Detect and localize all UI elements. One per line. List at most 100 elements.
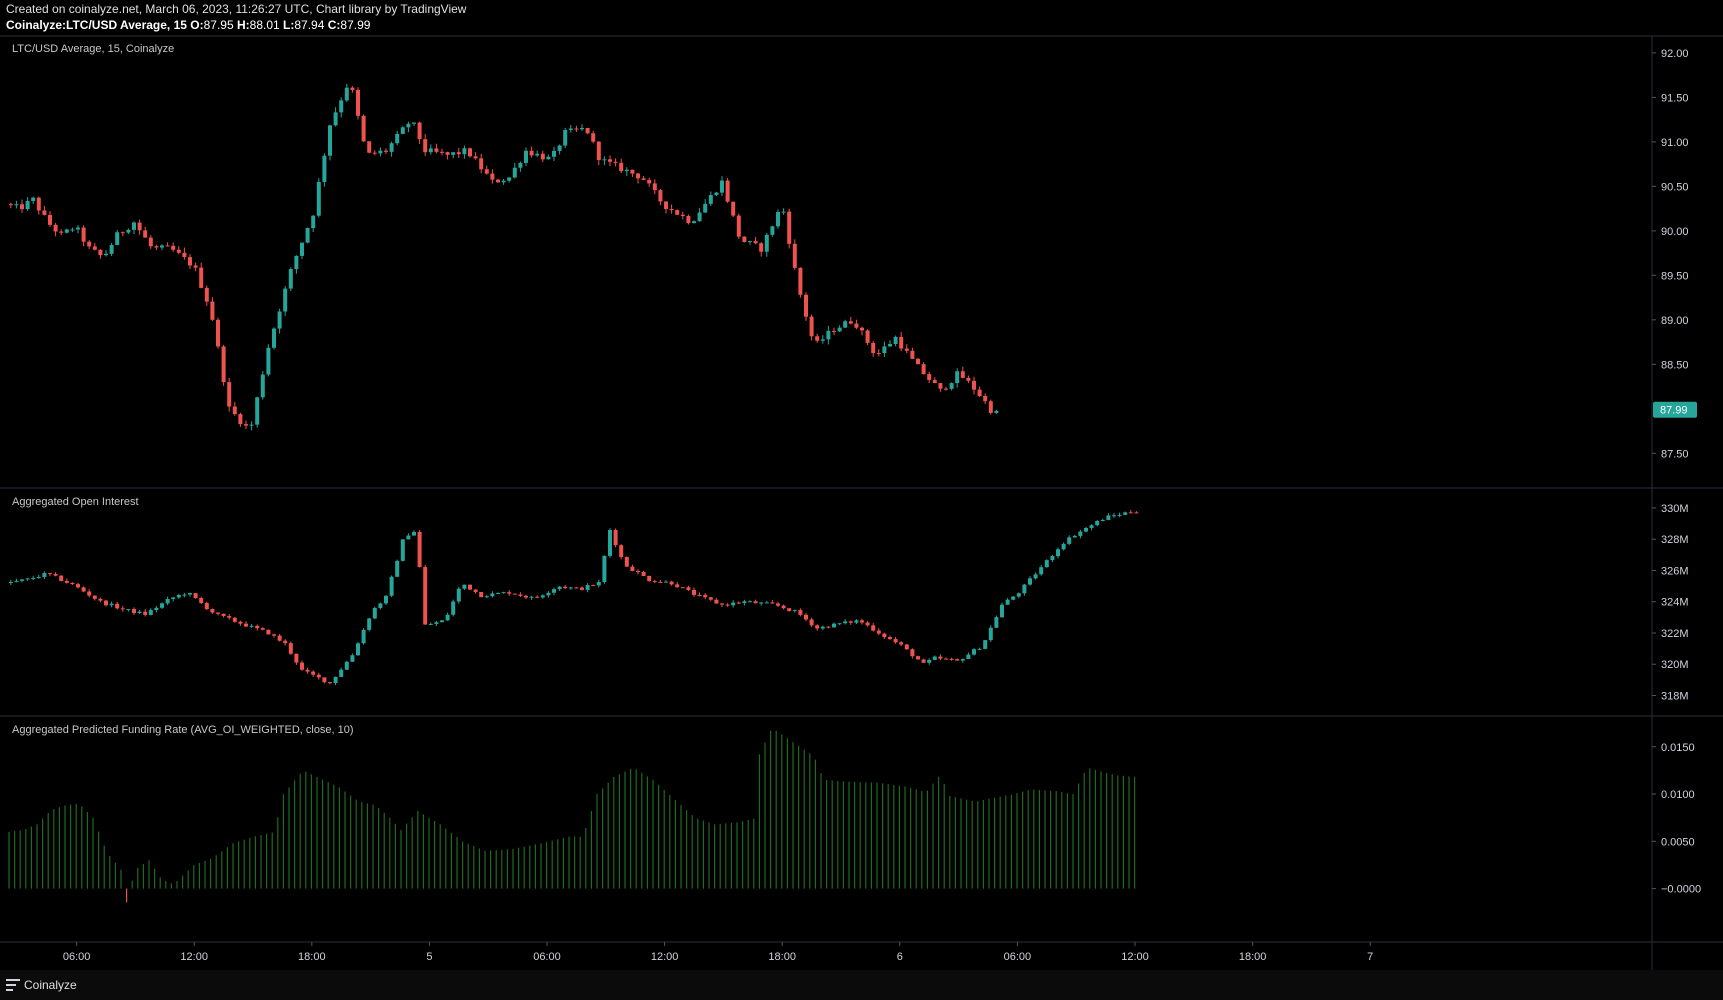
candle-body	[882, 633, 887, 638]
candle-body	[395, 560, 400, 577]
candle-body	[731, 602, 736, 606]
candle-body	[64, 580, 69, 583]
y-tick-label: 320M	[1661, 659, 1689, 671]
candle-body	[249, 625, 254, 627]
candle-body	[977, 648, 982, 650]
candle-body	[804, 294, 808, 317]
candle-body	[1095, 521, 1100, 526]
candle-body	[518, 162, 523, 168]
candle-body	[736, 602, 741, 604]
candle-body	[87, 241, 92, 247]
candle-body	[361, 115, 366, 142]
candle-body	[109, 603, 114, 606]
candle-body	[333, 112, 338, 126]
candle-body	[132, 222, 136, 230]
candle-body	[602, 159, 607, 161]
candle-body	[748, 241, 752, 243]
candle-body	[552, 589, 556, 593]
candle-body	[356, 643, 360, 656]
candle-body	[843, 321, 848, 328]
candle-body	[904, 644, 909, 650]
open-label: O:	[190, 18, 204, 32]
candle-body	[154, 607, 159, 611]
candle-body	[658, 581, 663, 583]
candle-body	[524, 595, 528, 598]
candle-body	[406, 123, 411, 128]
candle-body	[983, 396, 988, 402]
candle-body	[176, 595, 181, 598]
candle-body	[921, 364, 926, 375]
candle-body	[1056, 549, 1060, 557]
candle-body	[893, 639, 898, 643]
candle-body	[641, 178, 646, 180]
candle-body	[277, 635, 282, 641]
candle-body	[563, 129, 568, 146]
candle-body	[120, 232, 125, 234]
candle-body	[81, 587, 86, 592]
candle-body	[456, 588, 461, 602]
candle-body	[507, 592, 512, 594]
candle-body	[708, 597, 713, 600]
candle-body	[316, 674, 321, 678]
candle-body	[412, 531, 416, 536]
candle-body	[501, 592, 506, 594]
candle-body	[552, 150, 556, 157]
candle-body	[109, 245, 114, 254]
candle-body	[356, 89, 360, 116]
x-tick-label: 6	[897, 951, 903, 963]
last-price-label: 87.99	[1660, 405, 1688, 417]
last-price-tag	[1653, 401, 1697, 418]
candle-body	[423, 139, 428, 153]
candle-body	[932, 380, 937, 384]
candle-body	[798, 267, 803, 295]
candle-body	[759, 602, 764, 604]
candle-body	[899, 336, 904, 349]
candle-body	[714, 599, 719, 604]
candle-body	[944, 658, 948, 660]
candle-body	[882, 346, 887, 354]
candle-body	[473, 156, 478, 159]
candle-body	[770, 602, 775, 604]
candle-body	[1134, 512, 1139, 514]
candle-body	[490, 173, 495, 180]
candle-body	[81, 227, 86, 242]
candle-body	[927, 374, 932, 381]
candle-body	[417, 531, 422, 568]
candle-body	[753, 241, 758, 244]
candle-body	[171, 245, 176, 250]
candle-body	[25, 578, 30, 580]
candle-body	[384, 150, 388, 152]
candle-body	[244, 424, 248, 426]
candle-body	[770, 226, 775, 235]
candle-body	[966, 377, 971, 381]
candle-body	[126, 609, 131, 611]
candle-body	[832, 623, 836, 628]
candle-body	[753, 601, 758, 604]
candle-body	[557, 586, 562, 590]
candle-body	[137, 611, 142, 613]
candle-body	[865, 330, 870, 343]
x-tick-label: 18:00	[768, 951, 796, 963]
chart-canvas[interactable]: LTC/USD Average, 15, Coinalyze 92.00 91.50…	[0, 0, 1723, 970]
candle-body	[910, 350, 915, 359]
candle-body	[210, 301, 215, 320]
candle-body	[703, 594, 708, 598]
candle-body	[619, 162, 624, 172]
candle-body	[680, 587, 685, 589]
candle-body	[624, 557, 629, 567]
x-tick-label: 06:00	[533, 951, 561, 963]
candle-body	[563, 586, 568, 589]
menu-icon[interactable]	[6, 979, 20, 991]
candle-body	[972, 380, 976, 390]
candle-body	[434, 622, 439, 624]
y-tick-label: 87.50	[1661, 448, 1689, 460]
candle-body	[983, 640, 988, 649]
candle-body	[535, 153, 540, 156]
candle-body	[596, 582, 601, 586]
candle-body	[92, 595, 97, 599]
candle-body	[328, 682, 332, 684]
candle-body	[669, 209, 674, 211]
candle-body	[988, 401, 993, 413]
candle-body	[1011, 596, 1016, 600]
